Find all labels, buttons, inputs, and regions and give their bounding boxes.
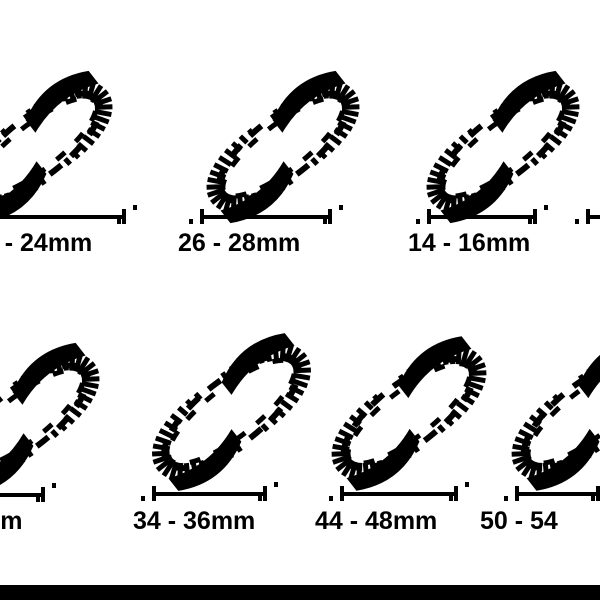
dimension-end-cap-right	[533, 209, 537, 224]
hoop-illustration	[0, 330, 121, 508]
dimension-end-cap-right	[263, 486, 267, 501]
hoop-illustration	[185, 58, 381, 236]
dimension-line	[575, 209, 600, 224]
dimension-tick-mark	[258, 496, 262, 501]
dimension-line-bar	[0, 493, 45, 497]
dimension-tick-mark	[504, 496, 508, 501]
dimension-line	[504, 486, 600, 501]
dimension-end-cap-left	[340, 486, 344, 501]
dimension-tick-mark	[323, 219, 327, 224]
dimension-line	[416, 205, 548, 224]
dimension-tick-mark	[189, 219, 193, 224]
dimension-line	[141, 482, 278, 501]
dimension-line-bar	[515, 492, 600, 496]
rope-hoop-icon	[0, 70, 113, 224]
dimension-end-cap-right	[41, 487, 45, 502]
dimension-end-cap-left	[200, 209, 204, 224]
size-label: 44 - 48mm	[315, 507, 438, 535]
dimension-tick-mark	[36, 497, 40, 502]
dimension-tick-mark	[117, 219, 121, 224]
dimension-line-bar	[152, 492, 267, 496]
dimension-line-bar	[427, 215, 537, 219]
dimension-line-bar	[340, 492, 458, 496]
dimension-end-cap-left	[586, 209, 590, 224]
size-label: 34 - 36mm	[133, 507, 256, 535]
dimension-tick-mark	[528, 219, 532, 224]
rope-hoop-icon	[151, 333, 312, 491]
rope-hoop-icon	[426, 70, 580, 224]
dimension-end-cap-right	[596, 486, 600, 501]
hoop-illustration	[405, 58, 600, 236]
bottom-edge-bar	[0, 585, 600, 600]
dimension-line-bar	[0, 215, 126, 219]
dimension-tick-mark	[591, 496, 595, 501]
dimension-tick-mark	[544, 205, 548, 210]
dimension-end-cap-right	[454, 486, 458, 501]
dimension-tick-mark	[133, 205, 137, 210]
rope-hoop-icon	[206, 70, 360, 224]
size-label: 22 - 24mm	[0, 229, 93, 257]
size-label: 50 - 54	[480, 507, 558, 535]
size-label: 14 - 16mm	[408, 229, 531, 257]
hoop-illustration	[310, 322, 508, 505]
dimension-end-cap-right	[328, 209, 332, 224]
dimension-tick-mark	[52, 483, 56, 488]
dimension-tick-mark	[329, 496, 333, 501]
size-label: mm	[0, 507, 23, 535]
hoop-illustration	[0, 58, 134, 236]
dimension-tick-mark	[274, 482, 278, 487]
dimension-tick-mark	[575, 219, 579, 224]
dimension-line	[189, 205, 343, 224]
dimension-tick-mark	[449, 496, 453, 501]
dimension-tick-mark	[465, 482, 469, 487]
size-label: 26 - 28mm	[178, 229, 301, 257]
dimension-end-cap-left	[515, 486, 519, 501]
dimension-line-bar	[200, 215, 332, 219]
dimension-tick-mark	[141, 496, 145, 501]
dimension-line-bar	[586, 215, 600, 219]
rope-hoop-icon	[331, 336, 487, 491]
dimension-end-cap-right	[122, 209, 126, 224]
dimension-line	[0, 483, 56, 502]
dimension-tick-mark	[339, 205, 343, 210]
hoop-illustration	[490, 322, 600, 505]
rope-hoop-icon	[511, 336, 600, 491]
dimension-line	[329, 482, 469, 501]
hoop-illustration	[130, 318, 333, 506]
rope-hoop-icon	[0, 342, 100, 496]
dimension-tick-mark	[416, 219, 420, 224]
dimension-line	[0, 205, 137, 224]
dimension-end-cap-left	[152, 486, 156, 501]
dimension-end-cap-left	[427, 209, 431, 224]
